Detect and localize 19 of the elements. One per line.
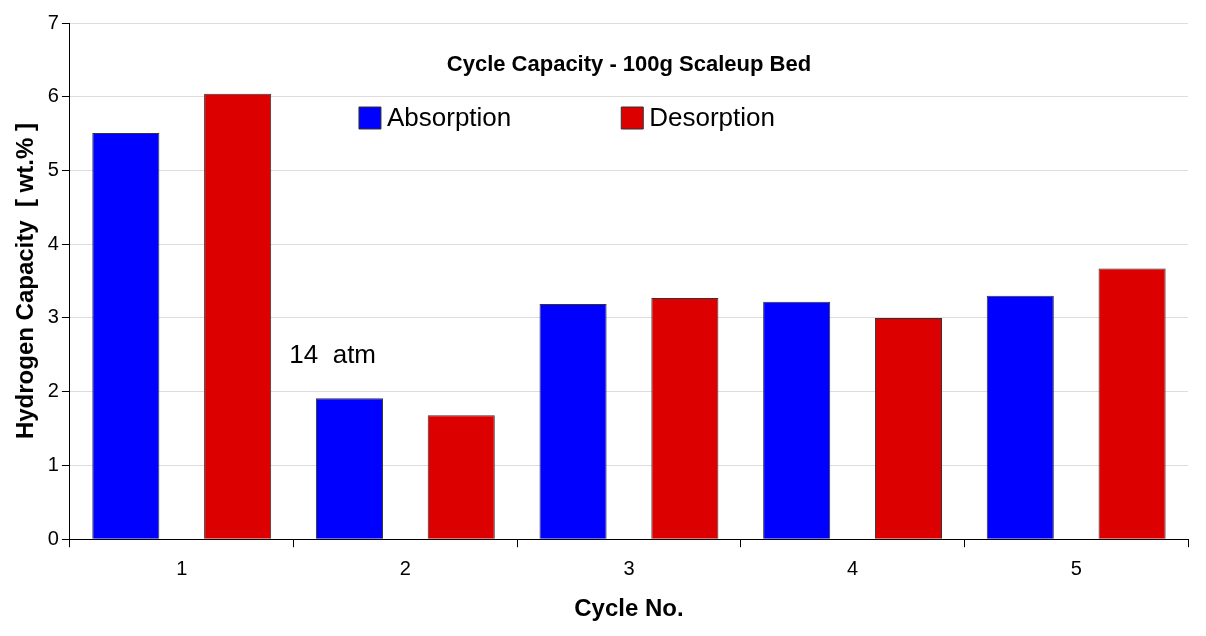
y-tick-label: 6	[47, 84, 59, 107]
y-tick-label: 1	[47, 452, 59, 475]
x-tick-label: 3	[623, 556, 635, 579]
y-tick-label: 0	[47, 526, 59, 549]
y-tick-label: 2	[47, 379, 59, 402]
y-tick-label: 5	[47, 158, 59, 180]
y-axis-title: Hydrogen Capacity [ wt.% ]	[11, 123, 39, 440]
y-tick-label: 7	[47, 10, 59, 33]
legend-label: Desorption	[649, 102, 775, 133]
text: Cycle Capacity - 100g Scaleup Bed	[446, 51, 812, 77]
x-tick-label: 1	[176, 556, 188, 579]
x-tick-label: 4	[847, 556, 859, 579]
x-tick-label: 5	[1070, 556, 1082, 579]
annotation: 14 atm	[289, 339, 377, 370]
x-axis-title: Cycle No.	[574, 594, 684, 622]
y-tick-label: 3	[47, 305, 59, 328]
y-tick-label: 4	[47, 231, 59, 254]
legend-label: Absorption	[386, 102, 512, 133]
x-tick-label: 2	[399, 556, 411, 579]
